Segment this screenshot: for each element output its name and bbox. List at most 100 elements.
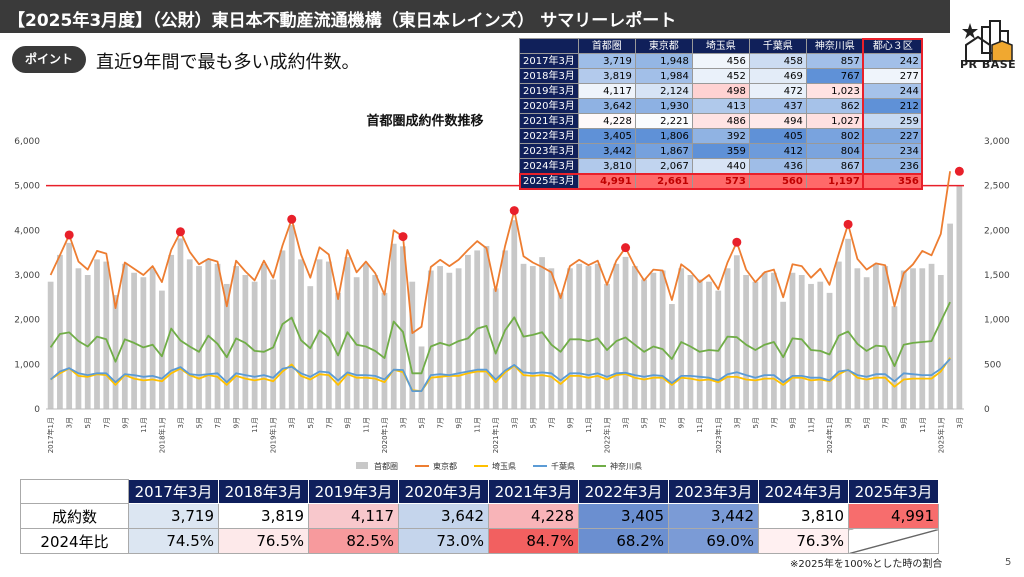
bar-shutoken: [298, 259, 304, 409]
bar-shutoken: [613, 263, 620, 409]
yearly-comparison-table: 2017年3月 2018年3月 2019年3月 2020年3月 2021年3月 2022年…: [20, 479, 939, 554]
page-number: 5: [1005, 557, 1012, 568]
bar-shutoken: [279, 250, 286, 409]
mini-cell: 1,197: [805, 173, 864, 189]
mini-table-row: 2017年3月 3,719 1,948 456 458 857 242: [519, 53, 923, 69]
bar-shutoken: [465, 254, 471, 409]
mini-row-year: 2023年3月: [519, 143, 579, 159]
bar-shutoken: [205, 259, 212, 409]
ratio-cell: 68.2%: [578, 528, 669, 554]
highlight-point: [175, 227, 185, 237]
bottom-col-header: 2025年3月: [848, 479, 939, 504]
x-axis-tick-label: 11月: [474, 417, 482, 433]
x-axis-tick-label: 3月: [288, 417, 296, 428]
line-chiba: [50, 358, 951, 393]
mini-table-corner: [519, 38, 579, 54]
mini-cell: 3,405: [577, 128, 636, 144]
mini-cell: 802: [805, 128, 864, 144]
bar-shutoken: [947, 223, 953, 409]
bottom-col-header: 2024年3月: [758, 479, 849, 504]
bar-shutoken: [363, 263, 369, 409]
mini-cell: 392: [691, 128, 750, 144]
bar-shutoken: [47, 281, 54, 409]
bottom-col-header: 2018年3月: [218, 479, 309, 504]
bar-shutoken: [75, 268, 82, 409]
bar-shutoken: [103, 261, 110, 409]
legend-swatch: [356, 462, 368, 469]
mini-cell: 413: [691, 98, 750, 114]
left-axis-tick-label: 4,000: [14, 226, 40, 236]
mini-table-row: 2018年3月 3,819 1,984 452 469 767 277: [519, 68, 923, 84]
x-axis-tick-label: 3月: [511, 417, 519, 428]
x-axis-tick-label: 3月: [845, 417, 853, 428]
bar-shutoken: [659, 270, 666, 409]
mini-cell: 234: [862, 143, 923, 159]
mini-table-row: 2022年3月 3,405 1,806 392 405 802 227: [519, 128, 923, 144]
bar-shutoken: [604, 283, 610, 409]
right-axis-tick-label: 0: [984, 405, 990, 415]
title-bar: 【2025年3月度】（公財）東日本不動産流通機構（東日本レインズ） サマリーレポ…: [0, 0, 950, 33]
legend-item: 千葉県: [533, 461, 575, 471]
x-axis-tick-label: 3月: [733, 417, 741, 428]
bar-shutoken: [882, 266, 889, 409]
mini-cell: 452: [691, 68, 750, 84]
x-axis-tick-label: 3月: [400, 417, 408, 428]
bar-shutoken: [752, 281, 759, 409]
mini-cell: 486: [691, 113, 750, 129]
mini-row-year: 2017年3月: [519, 53, 579, 69]
bar-shutoken: [66, 242, 73, 409]
mini-cell: 4,228: [577, 113, 636, 129]
right-axis-tick-label: 2,500: [984, 182, 1010, 192]
bar-shutoken: [826, 292, 833, 409]
ratio-cell: 82.5%: [308, 528, 399, 554]
bar-shutoken: [437, 266, 443, 409]
x-axis-tick-label: 5月: [641, 417, 649, 428]
mini-cell: 767: [805, 68, 864, 84]
left-axis-tick-label: 6,000: [14, 137, 40, 147]
bar-shutoken: [149, 268, 156, 409]
x-axis-tick-label: 2017年1月: [46, 417, 55, 453]
mini-cell: 1,023: [805, 83, 864, 99]
right-axis-tick-label: 1,000: [984, 316, 1010, 326]
page-title: 【2025年3月度】（公財）東日本不動産流通機構（東日本レインズ） サマリーレポ…: [8, 11, 677, 31]
bar-shutoken: [112, 295, 119, 409]
bar-shutoken: [789, 272, 796, 409]
bar-shutoken: [427, 270, 434, 409]
ratio-cell: 74.5%: [128, 528, 219, 554]
x-axis-tick-label: 7月: [659, 417, 667, 428]
x-axis-tick-label: 11月: [585, 417, 593, 433]
bar-shutoken: [743, 275, 749, 409]
mini-cell: 437: [748, 98, 807, 114]
mini-cell: 259: [862, 113, 923, 129]
mini-cell: 3,719: [577, 53, 636, 69]
ratio-cell: 84.7%: [488, 528, 579, 554]
mini-row-year: 2018年3月: [519, 68, 579, 84]
legend-item: 埼玉県: [474, 461, 516, 471]
line-kanagawa: [49, 301, 951, 375]
x-axis-tick-label: 2020年1月: [380, 417, 389, 453]
mini-cell: 1,867: [634, 143, 693, 159]
left-axis-tick-label: 5,000: [14, 182, 40, 192]
mini-cell: 456: [691, 53, 750, 69]
x-axis-tick-label: 5月: [307, 417, 315, 428]
bar-shutoken: [594, 263, 601, 409]
bar-shutoken: [696, 279, 703, 409]
x-axis-tick-label: 9月: [678, 417, 686, 428]
ratio-cell: 76.3%: [758, 528, 849, 554]
x-axis-tick-label: 9月: [233, 417, 241, 428]
chart-title: 首都圏成約件数推移: [366, 113, 483, 129]
bar-shutoken: [390, 243, 397, 409]
legend-label: 神奈川県: [610, 461, 642, 471]
highlight-point: [398, 232, 408, 242]
x-axis-tick-label: 2025年1月: [936, 417, 945, 453]
x-axis-tick-label: 2024年1月: [825, 417, 834, 453]
x-axis-tick-label: 5月: [529, 417, 537, 428]
mini-cell: 498: [691, 83, 750, 99]
x-axis-tick-label: 5月: [84, 417, 92, 428]
bar-shutoken: [177, 238, 184, 409]
bar-shutoken: [223, 283, 230, 409]
mini-cell: 867: [805, 158, 864, 174]
x-axis-tick-label: 11月: [362, 417, 370, 433]
bar-shutoken: [94, 259, 100, 409]
x-axis-tick-label: 7月: [325, 417, 333, 428]
